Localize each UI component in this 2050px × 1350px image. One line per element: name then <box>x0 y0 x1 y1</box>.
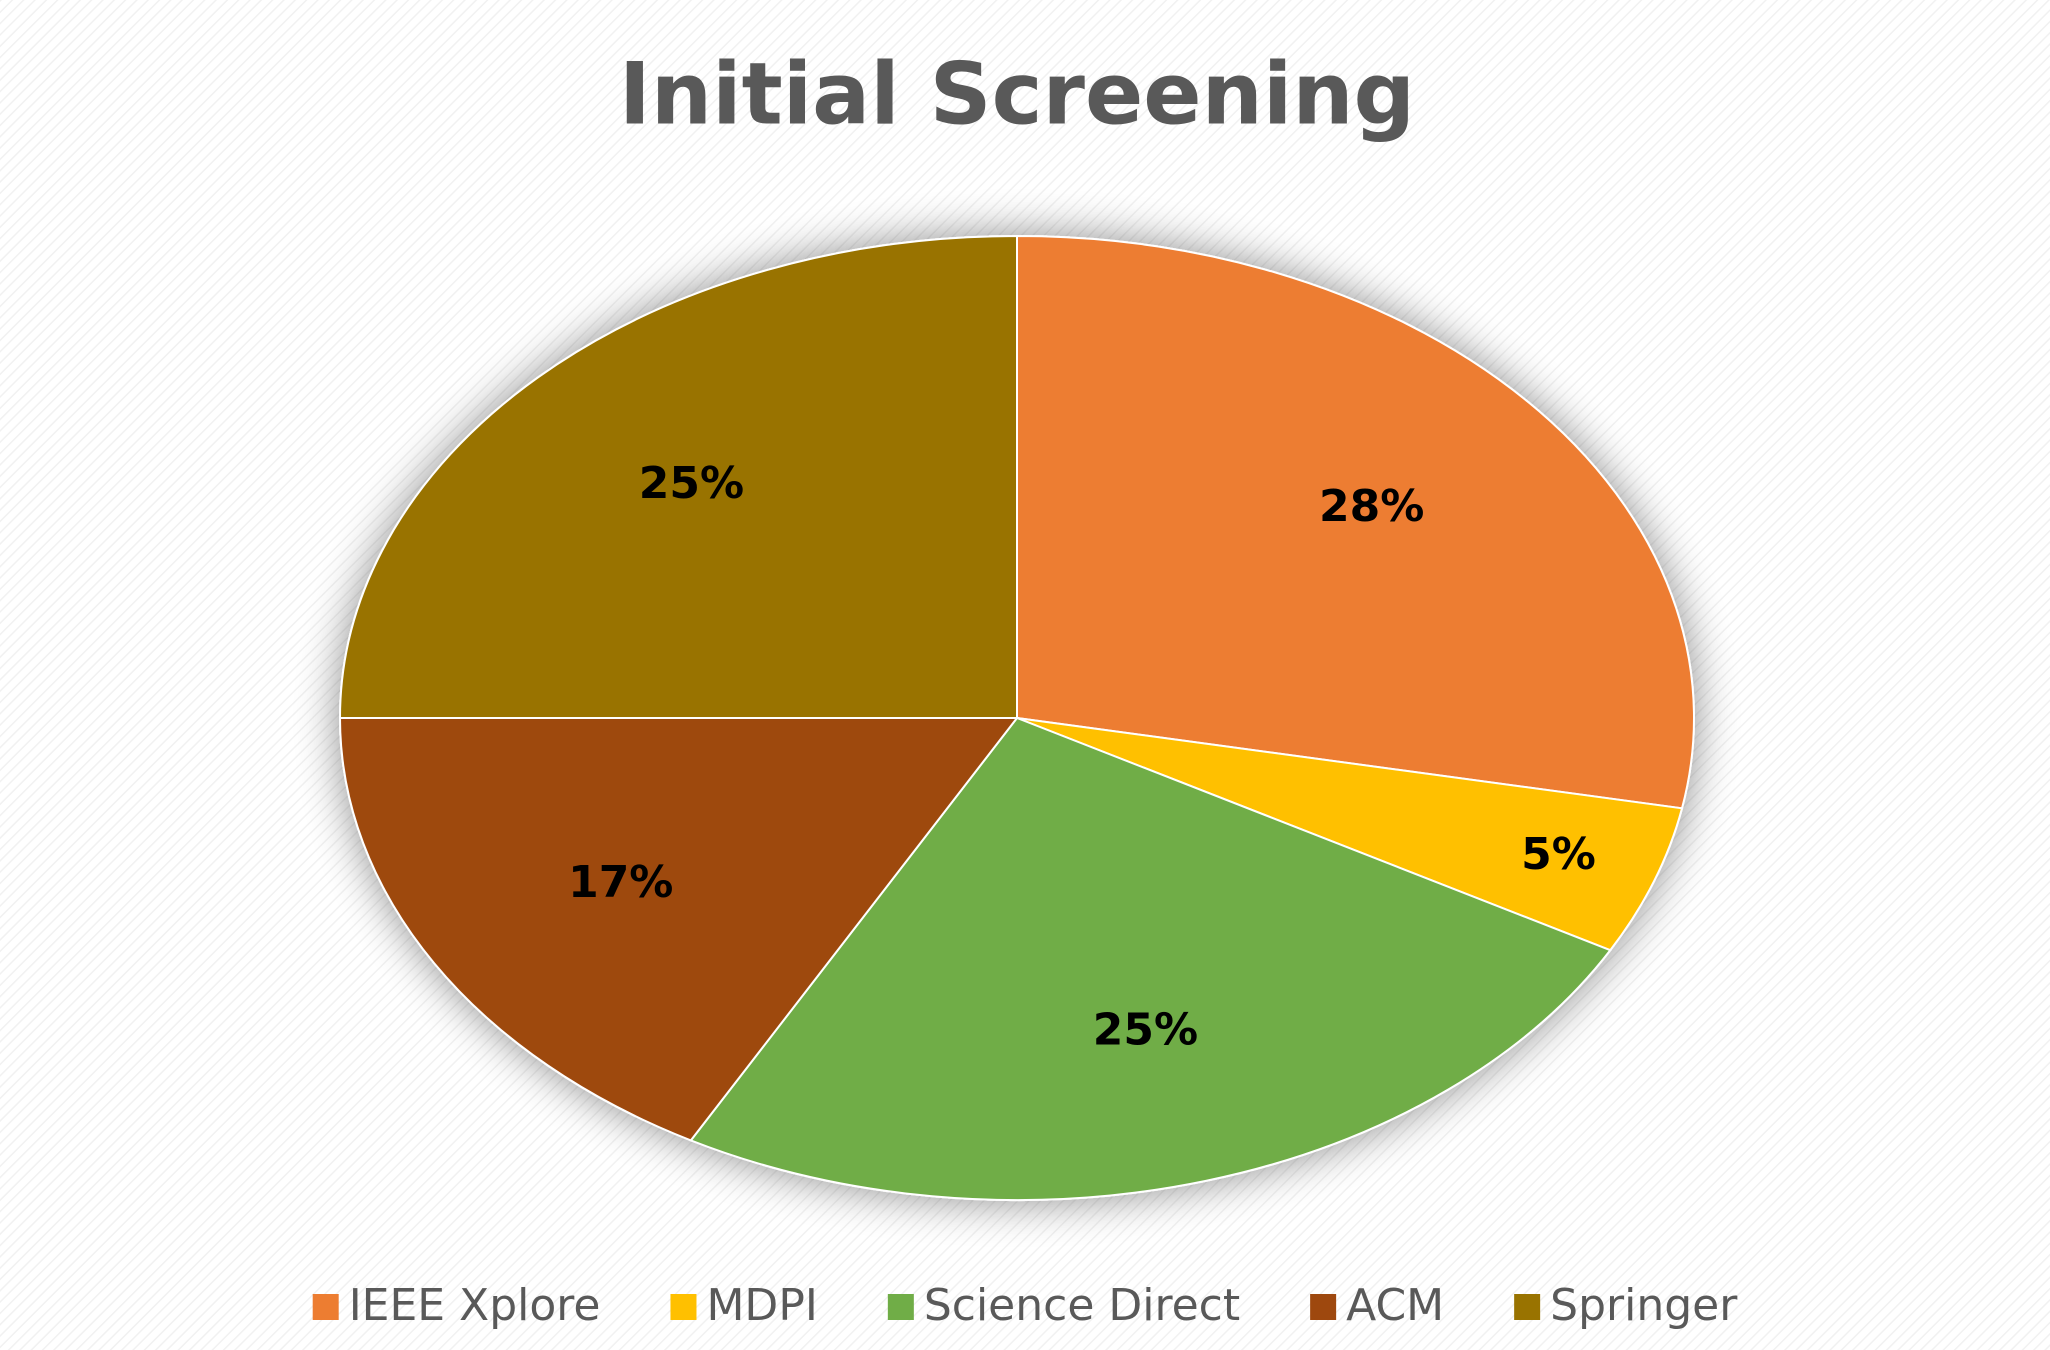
legend: IEEE Xplore MDPI Science Direct ACM Springer <box>312 1280 1738 1331</box>
legend-swatch <box>670 1294 697 1320</box>
legend-swatch <box>1514 1294 1541 1320</box>
legend-swatch <box>1310 1294 1337 1320</box>
data-labels: 28% 5% 25% 17% 25% <box>568 458 1596 1056</box>
chart-title: Initial Screening <box>619 44 1415 144</box>
legend-label: Springer <box>1550 1280 1738 1331</box>
pie-slice <box>1016 717 1684 952</box>
pie-slice <box>1016 234 1695 810</box>
legend-label: IEEE Xplore <box>349 1280 601 1331</box>
data-label: 17% <box>568 857 673 908</box>
legend-label: ACM <box>1346 1280 1444 1331</box>
pie <box>338 234 1695 1202</box>
data-label: 28% <box>1319 481 1424 532</box>
legend-label: Science Direct <box>924 1280 1240 1331</box>
data-label: 25% <box>639 458 744 509</box>
legend-swatch <box>887 1294 914 1320</box>
pie-slice <box>689 716 1612 1202</box>
data-label: 5% <box>1521 829 1596 880</box>
pie-slice <box>338 717 1020 1142</box>
data-label: 25% <box>1093 1005 1198 1056</box>
legend-label: MDPI <box>706 1280 817 1331</box>
pie-slice <box>338 234 1018 719</box>
legend-swatch <box>312 1294 339 1320</box>
